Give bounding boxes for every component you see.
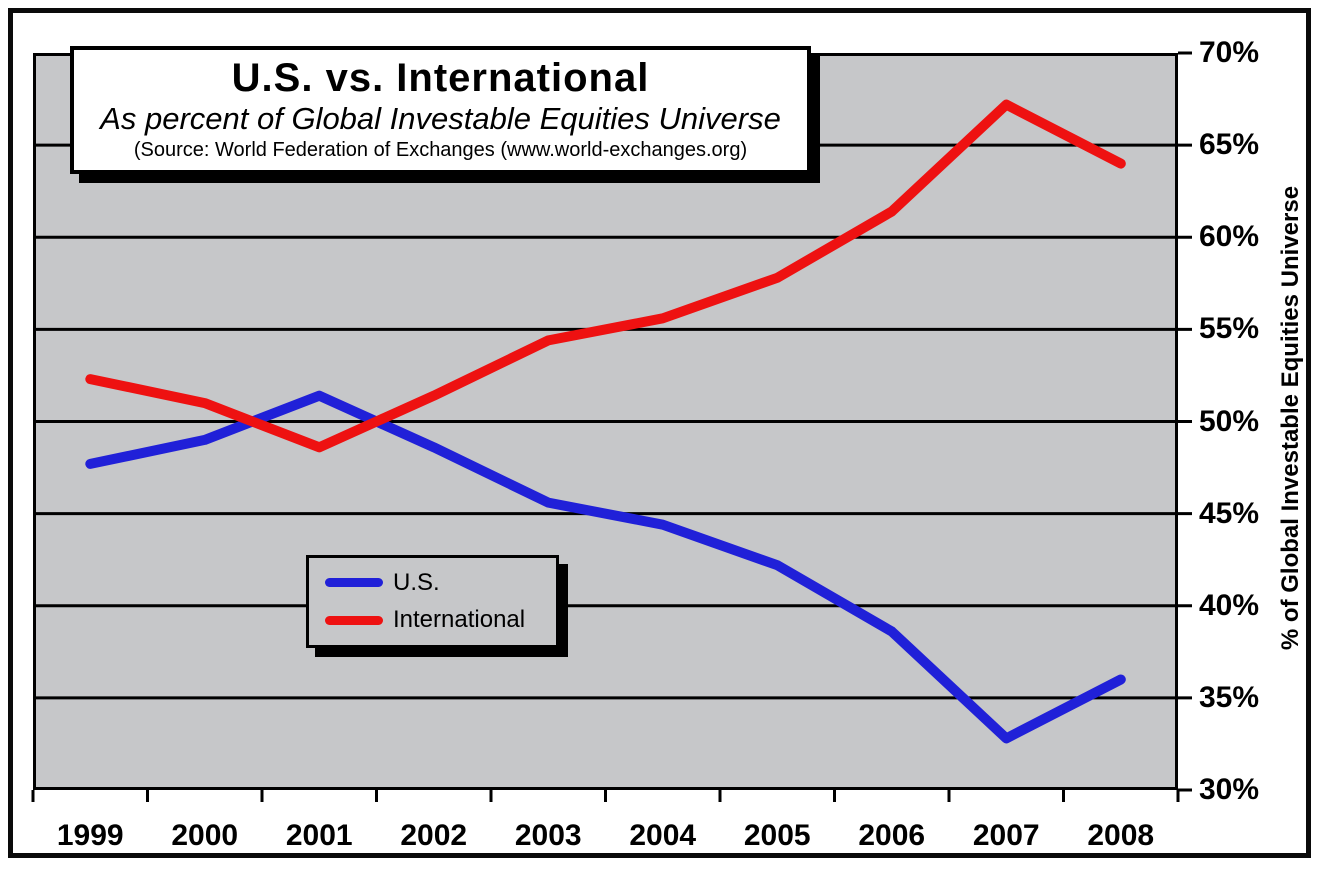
plot-area (31, 51, 1192, 802)
chart-frame: 70% 65% 60% 55% 50% 45% 40% 35% 30% 1999 2000 2001… (8, 8, 1311, 858)
legend: U.S. International (306, 555, 559, 648)
international-line-swatch-icon (325, 615, 383, 625)
y-axis-tick-label: 60% (1199, 220, 1260, 254)
y-axis-tick-label: 40% (1199, 588, 1260, 622)
x-axis-tick-label: 2004 (629, 819, 697, 852)
x-axis-tick-label: 2002 (400, 819, 468, 852)
legend-label-international: International (393, 606, 526, 634)
x-axis-tick-label: 2003 (514, 819, 582, 852)
legend-item-us: U.S. (309, 568, 556, 596)
chart-svg (31, 51, 1192, 802)
legend-item-international: International (309, 607, 556, 633)
chart-title: U.S. vs. International (231, 56, 650, 100)
x-axis-tick-label: 2006 (858, 819, 926, 852)
chart-subtitle: As percent of Global Investable Equities… (100, 101, 781, 136)
x-axis-tick-label: 1999 (56, 819, 124, 852)
series-line-us (85, 390, 1126, 744)
x-axis-tick-label: 2008 (1087, 819, 1155, 852)
chart-title-box: U.S. vs. International As percent of Glo… (70, 46, 811, 174)
x-axis-tick-label: 2005 (743, 819, 811, 852)
x-axis-tick-label: 2000 (171, 819, 239, 852)
chart-source: (Source: World Federation of Exchanges (… (133, 139, 748, 161)
y-axis-tick-label: 65% (1199, 128, 1260, 162)
y-axis-tick-label: 55% (1199, 312, 1260, 346)
us-line-swatch-icon (325, 578, 383, 588)
y-axis-tick-label: 70% (1199, 36, 1260, 69)
y-axis-tick-label: 35% (1199, 680, 1260, 714)
x-axis-tick-label: 2001 (285, 819, 353, 852)
y-axis-tick-label: 30% (1199, 773, 1260, 806)
y-axis-tick-label: 45% (1199, 496, 1260, 530)
y-axis-tick-label: 50% (1199, 404, 1260, 438)
legend-label-us: U.S. (393, 568, 440, 596)
y-axis-title: % of Global Investable Equities Universe (1277, 185, 1304, 651)
series-line-international (85, 99, 1126, 453)
x-axis-tick-label: 2007 (972, 819, 1040, 852)
